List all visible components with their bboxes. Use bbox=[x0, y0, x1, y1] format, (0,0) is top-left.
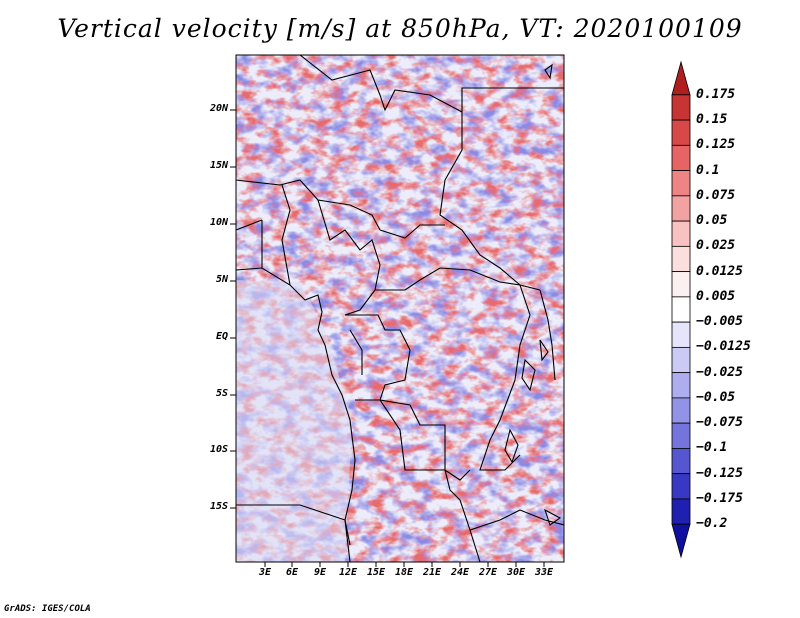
longitude-label: 12E bbox=[338, 567, 358, 578]
colorbar-bin bbox=[671, 321, 691, 348]
colorbar-label: 0.175 bbox=[696, 86, 736, 102]
velocity-field bbox=[236, 55, 564, 562]
colorbar-label: 0.15 bbox=[696, 112, 728, 128]
colorbar-label: −0.025 bbox=[696, 364, 743, 380]
colorbar-bin bbox=[671, 220, 691, 247]
country-borders bbox=[236, 55, 564, 562]
colorbar-label: −0.1 bbox=[696, 440, 728, 456]
latitude-label: 10N bbox=[209, 217, 228, 228]
colorbar-label: 0.005 bbox=[696, 288, 736, 304]
colorbar-bin bbox=[671, 271, 691, 298]
footer-credit: GrADS: IGES/COLA bbox=[4, 604, 91, 614]
colorbar-bin bbox=[671, 498, 691, 525]
colorbar-bin bbox=[671, 346, 691, 374]
colorbar-label: 0.125 bbox=[696, 137, 736, 153]
latitude-label: 5N bbox=[215, 274, 228, 285]
latitude-label: 10S bbox=[209, 444, 228, 455]
colorbar-label: −0.125 bbox=[696, 465, 743, 481]
colorbar-bin bbox=[671, 245, 691, 273]
colorbar-label: −0.005 bbox=[696, 314, 743, 330]
longitude-label: 15E bbox=[366, 567, 386, 578]
longitude-label: 21E bbox=[422, 567, 442, 578]
longitude-label: 18E bbox=[394, 567, 414, 578]
colorbar-bin bbox=[671, 170, 691, 197]
colorbar-bin bbox=[671, 422, 691, 449]
map-title: Vertical velocity [m/s] at 850hPa, VT: 2… bbox=[57, 14, 743, 43]
latitude-ticks bbox=[230, 109, 236, 509]
colorbar-bin bbox=[671, 119, 691, 146]
map-frame bbox=[235, 54, 565, 563]
colorbar-label: −0.0125 bbox=[696, 339, 751, 355]
colorbar-bin bbox=[671, 60, 691, 96]
latitude-label: 5S bbox=[215, 388, 228, 399]
colorbar-bin bbox=[671, 296, 691, 323]
longitude-label: 3E bbox=[258, 567, 272, 578]
colorbar-label: −0.05 bbox=[696, 389, 736, 405]
longitude-label: 27E bbox=[478, 567, 498, 578]
longitude-label: 6E bbox=[285, 567, 299, 578]
colorbar-label: −0.2 bbox=[696, 516, 728, 532]
longitude-label: 33E bbox=[534, 567, 554, 578]
colorbar-label: 0.0125 bbox=[696, 263, 743, 279]
colorbar-bin bbox=[671, 523, 691, 559]
colorbar-bin bbox=[671, 372, 691, 399]
longitude-label: 24E bbox=[450, 567, 470, 578]
latitude-label: 15S bbox=[209, 501, 228, 512]
colorbar-bin bbox=[671, 448, 691, 475]
longitude-label: 30E bbox=[506, 567, 526, 578]
latitude-label: EQ bbox=[215, 331, 228, 342]
longitude-label: 9E bbox=[313, 567, 327, 578]
colorbar-label: 0.075 bbox=[696, 187, 736, 203]
colorbar-label: 0.025 bbox=[696, 238, 736, 254]
colorbar-bin bbox=[671, 195, 691, 222]
colorbar-bin bbox=[671, 473, 691, 500]
latitude-label: 20N bbox=[209, 103, 228, 114]
colorbar bbox=[671, 60, 691, 559]
colorbar-label: 0.05 bbox=[696, 213, 728, 229]
colorbar-label: −0.175 bbox=[696, 490, 743, 506]
colorbar-bin bbox=[671, 144, 691, 171]
latitude-label: 15N bbox=[209, 160, 228, 171]
colorbar-label: −0.075 bbox=[696, 415, 743, 431]
colorbar-bin bbox=[671, 397, 691, 424]
colorbar-label: 0.1 bbox=[696, 162, 720, 178]
longitude-ticks bbox=[264, 562, 545, 567]
colorbar-bin bbox=[671, 94, 691, 121]
